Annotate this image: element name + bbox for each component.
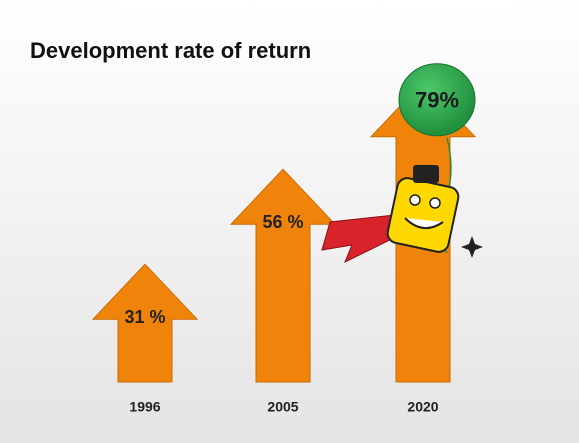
balloon	[398, 63, 476, 137]
mascot-body	[386, 177, 460, 253]
mascot-eye	[409, 194, 421, 206]
value-label: 31 %	[124, 307, 165, 327]
x-tick-label: 2005	[267, 399, 298, 415]
mascot-hat	[413, 165, 439, 183]
value-label: 56 %	[262, 212, 303, 232]
mascot-smile	[404, 217, 444, 229]
mascot-eye	[429, 197, 441, 209]
sparkle	[461, 236, 483, 258]
x-tick-label: 2020	[407, 399, 438, 415]
arrow-bar	[91, 263, 199, 383]
chart-title: Development rate of return	[30, 38, 311, 63]
value-label: 79%	[415, 88, 459, 113]
x-tick-label: 1996	[129, 399, 160, 415]
